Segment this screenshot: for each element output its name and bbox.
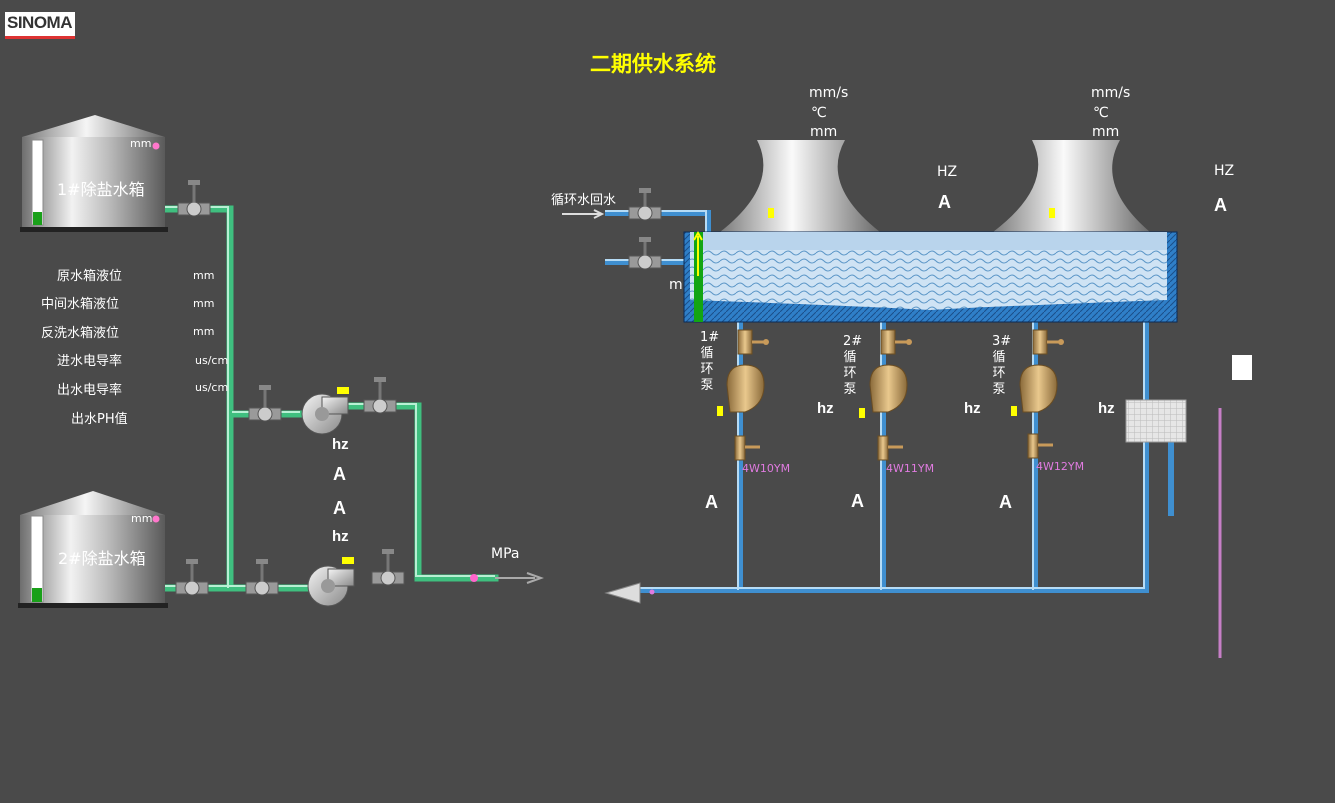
reading-unit: us/cm — [195, 354, 229, 367]
reading-label: 出水PH值 — [71, 412, 128, 427]
valve-return-lower[interactable] — [628, 237, 662, 270]
circ-pump-1-current-unit: A — [705, 492, 718, 512]
tower-1-freq-unit: HZ — [937, 164, 958, 180]
reading-label: 出水电导率 — [57, 383, 123, 398]
tower-2-temp-unit: ℃ — [1093, 105, 1109, 121]
circ-pump-1-name: 1#循环泵 — [700, 330, 720, 393]
return-water-label: 循环水回水 — [551, 193, 617, 208]
circ-pump-1[interactable] — [726, 329, 769, 461]
tank-1-name: 1#除盐水箱 — [57, 180, 145, 199]
circ-pump-2-freq-unit: hz — [817, 400, 834, 417]
tower-2-vibration-unit: mm/s — [1091, 85, 1131, 101]
status-box[interactable] — [1232, 355, 1252, 380]
supply-pump-lower[interactable] — [307, 565, 355, 607]
upper-pump-current-unit: A — [333, 464, 346, 484]
tower-1-level-unit: mm — [810, 124, 838, 140]
circ-pump-2-run-indicator — [859, 408, 865, 418]
reading-label: 原水箱液位 — [57, 269, 123, 284]
valve-lower-pump-inlet[interactable] — [245, 559, 279, 596]
reading-unit: mm — [193, 269, 215, 282]
valve-tank1-outlet[interactable] — [177, 180, 211, 217]
discharge-arrow — [604, 582, 641, 604]
circ-pump-2-current-unit: A — [851, 491, 864, 511]
tower-2-freq-unit: HZ — [1214, 163, 1235, 179]
circ-pump-3[interactable] — [1019, 329, 1064, 459]
lower-pump-current-unit: A — [333, 498, 346, 518]
pressure-sensor — [470, 574, 478, 582]
valve-tank2-outlet[interactable] — [175, 559, 209, 596]
tower-2-current-unit: A — [1214, 195, 1227, 215]
outlet-arrow — [495, 572, 544, 584]
return-flow-arrow — [562, 209, 605, 219]
reading-label: 反洗水箱液位 — [41, 326, 120, 341]
tank-1-level-unit: mm — [130, 137, 152, 150]
lower-pump-run-indicator — [342, 557, 354, 564]
reading-unit: mm — [193, 297, 215, 310]
filter-freq-unit: hz — [1098, 400, 1115, 417]
valve-lower-pump-outlet[interactable] — [371, 549, 405, 586]
upper-pump-freq-unit: hz — [332, 436, 349, 453]
filter-unit[interactable] — [1125, 399, 1187, 443]
tank-2[interactable] — [18, 491, 168, 608]
valve-upper-pump-outlet[interactable] — [363, 377, 397, 414]
reading-unit: us/cm — [195, 381, 229, 394]
circ-pump-3-tag: 4W12YM — [1036, 460, 1085, 473]
cooling-tower-2[interactable] — [993, 140, 1150, 232]
lower-pump-freq-unit: hz — [332, 528, 349, 545]
tower-1-current-unit: A — [938, 192, 951, 212]
basin-level-unit: m — [669, 277, 683, 293]
upper-pump-run-indicator — [337, 387, 349, 394]
circ-pump-2[interactable] — [869, 329, 912, 461]
tank-2-level-unit: mm — [131, 512, 153, 525]
tower-2-level-unit: mm — [1092, 124, 1120, 140]
tank-1[interactable] — [20, 115, 168, 232]
valve-return-upper[interactable] — [628, 188, 662, 221]
tower-1-temp-unit: ℃ — [811, 105, 827, 121]
basin-level-bar — [694, 232, 703, 322]
tank-2-level-fill — [32, 588, 42, 602]
circ-pump-1-tag: 4W10YM — [742, 462, 791, 475]
tower-1-run-indicator — [768, 208, 774, 218]
circ-pump-2-name: 2#循环泵 — [843, 334, 863, 397]
tower-2-run-indicator — [1049, 208, 1055, 218]
reading-label: 进水电导率 — [57, 354, 123, 369]
reading-label: 中间水箱液位 — [41, 297, 120, 312]
cooling-basin — [683, 230, 1178, 323]
tank-2-name: 2#除盐水箱 — [58, 549, 146, 568]
tank-1-level-fill — [33, 212, 42, 225]
circ-pump-3-current-unit: A — [999, 492, 1012, 512]
reading-unit: mm — [193, 325, 215, 338]
sinoma-logo: SINOMA — [5, 12, 75, 39]
cooling-tower-1[interactable] — [720, 140, 880, 232]
logo-text: SINOMA — [7, 13, 73, 32]
supply-pump-upper[interactable] — [301, 393, 349, 435]
valve-upper-pump-inlet[interactable] — [248, 385, 282, 422]
page-title: 二期供水系统 — [590, 52, 716, 76]
circ-pump-3-freq-unit: hz — [964, 400, 981, 417]
circ-pump-3-run-indicator — [1011, 406, 1017, 416]
tower-1-vibration-unit: mm/s — [809, 85, 849, 101]
circ-pump-3-name: 3#循环泵 — [992, 334, 1012, 397]
circ-pump-2-tag: 4W11YM — [886, 462, 935, 475]
circ-pump-1-run-indicator — [717, 406, 723, 416]
outlet-pressure-unit: MPa — [491, 546, 520, 562]
